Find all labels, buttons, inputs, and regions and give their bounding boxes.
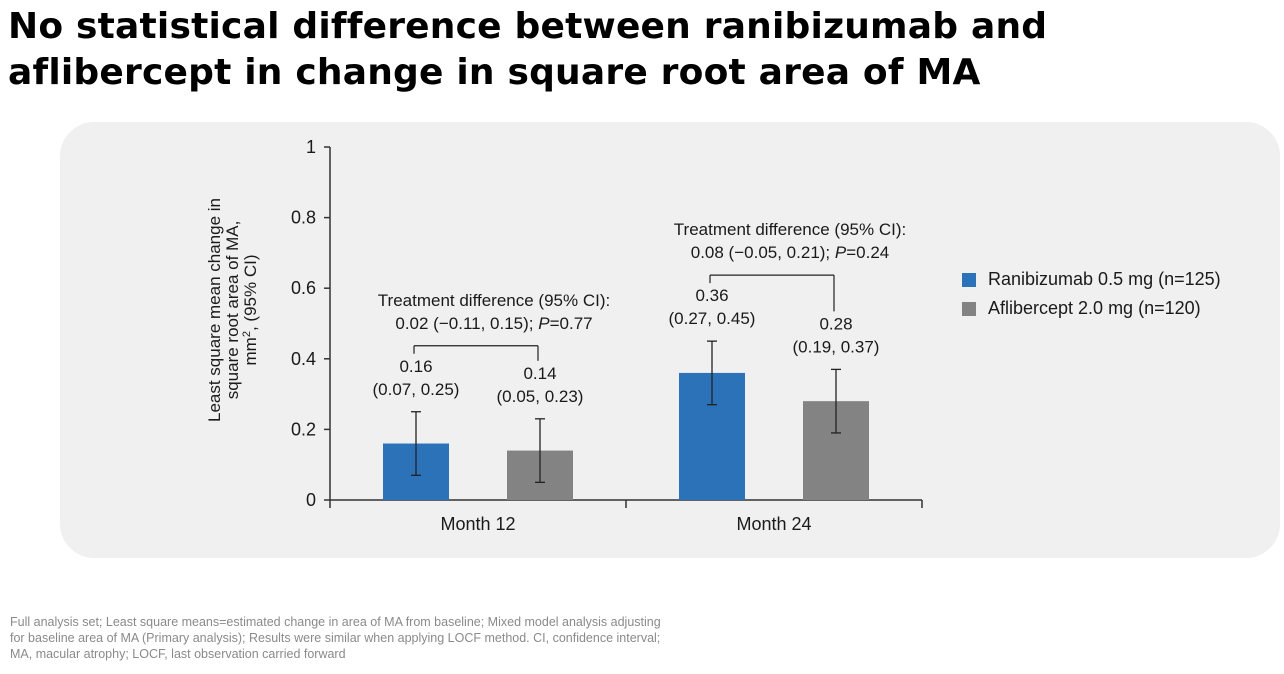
y-axis-label: Least square mean change insquare root a… — [205, 198, 260, 422]
data-label-ci: (0.27, 0.45) — [669, 309, 756, 328]
y-tick-label: 0.2 — [291, 419, 316, 439]
legend-swatch — [962, 273, 976, 287]
x-tick-label: Month 12 — [440, 514, 515, 534]
data-label-ci: (0.19, 0.37) — [793, 337, 880, 356]
data-label-value: 0.36 — [695, 286, 728, 305]
data-label-ci: (0.05, 0.23) — [497, 387, 584, 406]
p-value: =0.24 — [846, 243, 889, 262]
data-label-value: 0.14 — [523, 364, 556, 383]
treatment-difference-value: 0.02 (−0.11, 0.15); P=0.77 — [395, 314, 592, 333]
title-line-2: aflibercept in change in square root are… — [8, 52, 981, 93]
data-label-ci: (0.07, 0.25) — [373, 380, 460, 399]
y-axis-label-line: Least square mean change in — [205, 198, 224, 422]
title-line-1: No statistical difference between ranibi… — [8, 6, 1048, 47]
legend-label: Aflibercept 2.0 mg (n=120) — [988, 298, 1201, 318]
data-label-value: 0.28 — [819, 314, 852, 333]
y-tick-label: 0.8 — [291, 208, 316, 228]
treatment-difference-label: Treatment difference (95% CI): — [378, 291, 610, 310]
y-tick-label: 0 — [306, 490, 316, 510]
x-tick-label: Month 24 — [736, 514, 811, 534]
y-axis-label-line: , (95% CI) — [241, 255, 260, 332]
p-value-label: P — [538, 314, 550, 333]
treatment-difference-ci: 0.08 (−0.05, 0.21); — [691, 243, 835, 262]
y-axis-label-line: mm — [241, 337, 260, 365]
y-axis-label-line: square root area of MA, — [223, 221, 242, 400]
p-value: =0.77 — [550, 314, 593, 333]
treatment-difference-value: 0.08 (−0.05, 0.21); P=0.24 — [691, 243, 890, 262]
page-title: No statistical difference between ranibi… — [8, 4, 1268, 96]
y-tick-label: 0.4 — [291, 349, 316, 369]
footnote: Full analysis set; Least square means=es… — [10, 615, 661, 661]
y-tick-label: 1 — [306, 137, 316, 157]
legend-swatch — [962, 302, 976, 316]
y-axis-label-superscript: 2 — [241, 331, 253, 337]
legend-label: Ranibizumab 0.5 mg (n=125) — [988, 269, 1221, 289]
y-tick-label: 0.6 — [291, 278, 316, 298]
treatment-difference-ci: 0.02 (−0.11, 0.15); — [395, 314, 538, 333]
data-label-value: 0.16 — [399, 357, 432, 376]
chart-panel — [60, 122, 1280, 558]
treatment-difference-label: Treatment difference (95% CI): — [674, 220, 906, 239]
p-value-label: P — [835, 243, 847, 262]
